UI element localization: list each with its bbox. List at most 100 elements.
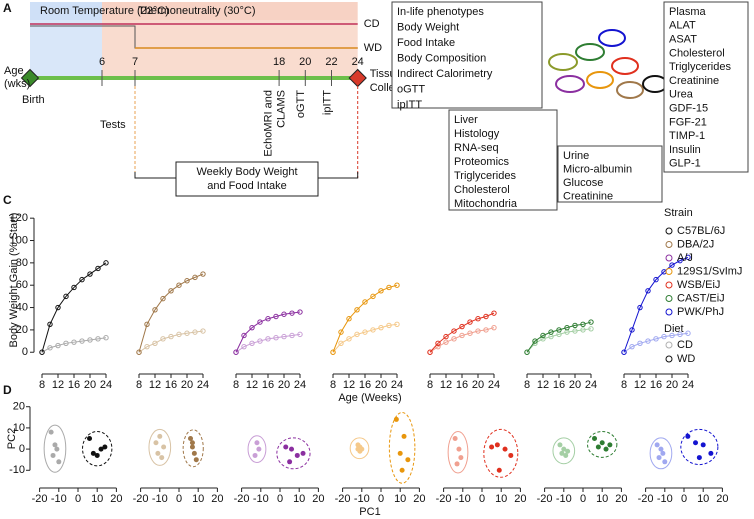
box-item: Micro-albumin: [563, 163, 632, 175]
box-item: Body Weight: [397, 21, 459, 33]
x-tick-label: 10: [293, 493, 305, 505]
x-tick-label: 8: [136, 379, 142, 391]
data-point: [87, 337, 93, 343]
data-point: [370, 293, 376, 300]
y-tick-label: 100: [10, 234, 28, 246]
data-point: [401, 433, 407, 439]
box-item: Insulin: [669, 144, 701, 156]
data-point: [435, 343, 441, 350]
group-ellipse: [587, 431, 618, 458]
x-tick-label: 20: [472, 379, 484, 391]
data-point: [189, 440, 195, 446]
x-tick-label: 12: [537, 379, 549, 391]
data-point: [98, 446, 104, 452]
data-point: [467, 319, 473, 325]
data-point: [176, 331, 182, 338]
data-point: [176, 282, 182, 288]
panel-label: C: [3, 193, 12, 207]
series-line: [332, 284, 398, 353]
data-point: [95, 265, 101, 272]
x-tick-label: 0: [378, 493, 384, 505]
series-line: [429, 312, 495, 353]
data-point: [71, 284, 77, 291]
data-point: [155, 450, 161, 456]
group-ellipse: [247, 435, 267, 463]
box-item: GDF-15: [669, 103, 708, 115]
data-point: [654, 442, 660, 448]
data-point: [233, 349, 239, 355]
legend-marker: [665, 241, 673, 248]
data-point: [443, 333, 449, 340]
group-ellipse: [680, 428, 719, 466]
data-point: [599, 440, 605, 446]
test-label: oGTT: [295, 90, 307, 118]
data-point: [645, 338, 651, 344]
x-tick-label: 20: [666, 379, 678, 391]
y-axis-title: PC2: [6, 428, 18, 449]
data-point: [47, 345, 53, 351]
x-tick-label: 24: [100, 379, 112, 391]
data-point: [491, 324, 497, 331]
legend-label: A/J: [677, 252, 693, 264]
x-tick-label: 20: [110, 493, 122, 505]
x-tick-label: 12: [149, 379, 161, 391]
data-point: [265, 336, 271, 342]
data-point: [297, 331, 303, 338]
x-tick-label: 12: [52, 379, 64, 391]
data-point: [144, 321, 150, 328]
legend-title: Strain: [664, 207, 693, 219]
x-tick-label: 10: [394, 493, 406, 505]
x-tick-label: 16: [553, 379, 565, 391]
data-point: [435, 340, 441, 347]
data-point: [281, 311, 287, 317]
data-point: [483, 313, 489, 320]
y-tick-label: 10: [13, 422, 25, 434]
data-point: [637, 304, 643, 311]
data-point: [459, 332, 465, 339]
legend-marker: [665, 355, 673, 363]
info-box: [557, 145, 663, 203]
data-point: [355, 446, 361, 452]
data-point: [662, 459, 668, 465]
x-tick-label: 24: [391, 379, 403, 391]
data-point: [281, 333, 287, 340]
legend-label: Room Temperature (22°C): [40, 5, 169, 17]
data-point: [669, 262, 675, 268]
data-point: [502, 446, 508, 452]
weekly-label: Weekly Body Weight: [196, 166, 297, 178]
x-tick-label: 0: [580, 493, 586, 505]
birth-label: Birth: [22, 94, 45, 106]
y-tick-label: 20: [16, 324, 28, 336]
box-title: Urine: [563, 150, 589, 162]
box-item: ALAT: [669, 20, 696, 32]
data-point: [300, 450, 306, 456]
data-point: [629, 327, 635, 333]
group-ellipse: [447, 431, 469, 474]
x-tick-label: 8: [330, 379, 336, 391]
data-point: [475, 328, 481, 334]
data-point: [294, 452, 300, 458]
legend-label: C57BL/6J: [677, 225, 725, 237]
data-point: [152, 307, 158, 313]
timeline-tick-label: 6: [99, 56, 105, 68]
x-tick-label: 16: [165, 379, 177, 391]
legend-marker: [665, 341, 673, 349]
data-point: [685, 433, 691, 439]
data-point: [241, 332, 247, 339]
data-point: [338, 329, 344, 335]
box-title: In-life phenotypes: [397, 6, 484, 18]
data-point: [564, 324, 570, 331]
data-point: [572, 328, 578, 334]
data-point: [653, 336, 659, 342]
tests-label: Tests: [100, 119, 126, 131]
data-point: [79, 276, 85, 283]
data-point: [559, 450, 565, 456]
group-ellipse: [276, 437, 311, 470]
group-ellipse: [82, 431, 113, 467]
box-title: Liver: [454, 114, 478, 126]
box-item: Urea: [669, 89, 694, 101]
group-ellipse: [649, 437, 673, 470]
x-tick-label: -20: [638, 493, 654, 505]
mice-icon: [548, 29, 668, 99]
data-point: [87, 436, 93, 441]
